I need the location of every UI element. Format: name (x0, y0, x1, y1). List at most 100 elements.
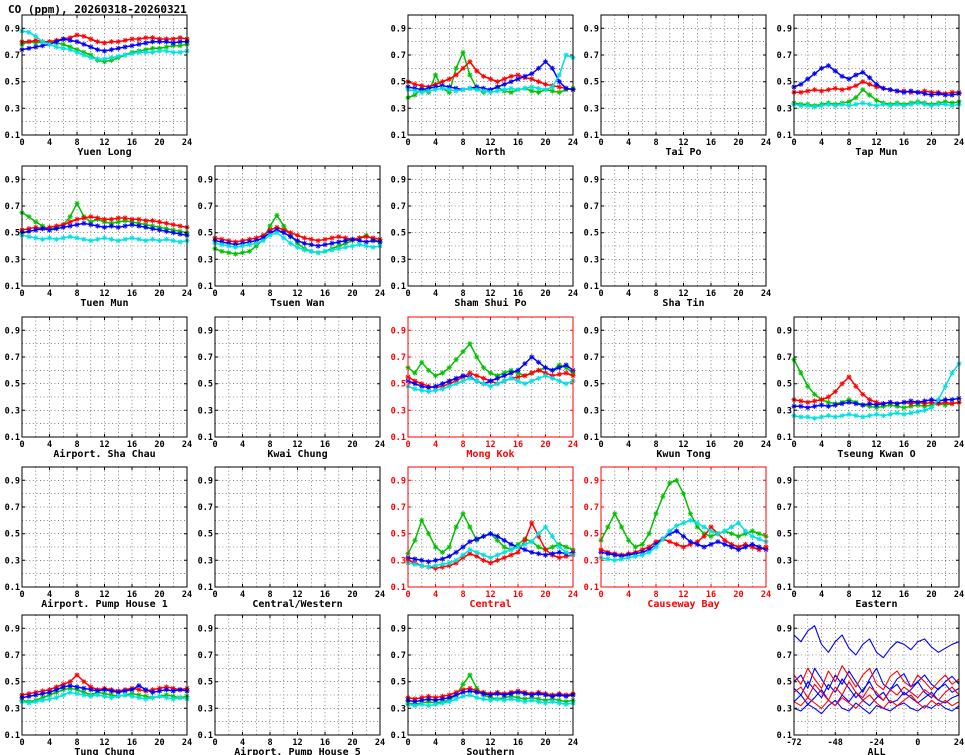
svg-text:12: 12 (485, 138, 495, 148)
svg-text:8: 8 (846, 590, 851, 600)
svg-text:0.7: 0.7 (391, 51, 406, 61)
svg-text:8: 8 (653, 440, 658, 450)
svg-text:0.5: 0.5 (777, 530, 792, 540)
svg-text:0: 0 (212, 590, 217, 600)
svg-text:4: 4 (47, 738, 52, 748)
axis-ticks (214, 317, 381, 438)
svg-text:8: 8 (74, 440, 79, 450)
svg-text:0.5: 0.5 (391, 380, 406, 390)
series-line-red (793, 681, 960, 701)
axis-ticks (407, 166, 574, 287)
svg-text:0.1: 0.1 (584, 433, 599, 443)
grid-lines (408, 317, 573, 437)
svg-text:0.7: 0.7 (777, 51, 792, 61)
axis-ticks (407, 317, 574, 438)
chart-all: 0.1 0.3 0.5 0.7 0.9 -72 -48 -24 0 24 ALL (777, 614, 964, 755)
svg-text:20: 20 (733, 289, 743, 299)
axis-tick-labels: 0.1 0.3 0.5 0.7 0.9 0 4 8 12 16 20 24 (391, 24, 578, 148)
axis-tick-labels: 0.1 0.3 0.5 0.7 0.9 0 4 8 12 16 20 24 (198, 476, 385, 600)
svg-text:0: 0 (405, 590, 410, 600)
svg-text:20: 20 (347, 590, 357, 600)
svg-text:16: 16 (706, 590, 716, 600)
grid-lines (22, 15, 187, 135)
svg-text:0.9: 0.9 (777, 24, 792, 34)
svg-text:0.7: 0.7 (777, 353, 792, 363)
svg-text:0.5: 0.5 (584, 380, 599, 390)
svg-text:0.3: 0.3 (391, 704, 406, 714)
chart-tap-mun: 0.1 0.3 0.5 0.7 0.9 0 4 8 12 16 20 24 Tap Mun (777, 14, 964, 158)
chart-title: Kwai Chung (267, 448, 327, 460)
svg-text:24: 24 (568, 738, 578, 748)
axis-ticks (793, 15, 960, 136)
svg-text:8: 8 (653, 590, 658, 600)
svg-text:8: 8 (460, 738, 465, 748)
chart-title: Tap Mun (855, 147, 897, 158)
svg-text:24: 24 (568, 138, 578, 148)
svg-text:4: 4 (433, 289, 438, 299)
chart-tai-po: 0.1 0.3 0.5 0.7 0.9 0 4 8 12 16 20 24 Tai Po (584, 14, 771, 158)
svg-text:0.1: 0.1 (391, 433, 406, 443)
svg-text:16: 16 (127, 440, 137, 450)
svg-text:16: 16 (899, 440, 909, 450)
svg-text:0.3: 0.3 (391, 556, 406, 566)
axis-ticks (21, 15, 188, 136)
svg-text:8: 8 (267, 440, 272, 450)
chart-title: Eastern (855, 599, 897, 610)
svg-text:0: 0 (405, 738, 410, 748)
svg-text:0.5: 0.5 (5, 380, 20, 390)
svg-text:0.5: 0.5 (198, 229, 213, 239)
svg-text:0: 0 (212, 738, 217, 748)
svg-text:24: 24 (761, 289, 771, 299)
chart-title: North (475, 147, 505, 158)
grid-lines (408, 467, 573, 587)
chart-airport-pump-house-1: 0.1 0.3 0.5 0.7 0.9 0 4 8 12 16 20 24 Airport. Pump … (5, 466, 192, 610)
grid-lines (215, 467, 380, 587)
svg-text:20: 20 (540, 138, 550, 148)
axis-tick-labels: 0.1 0.3 0.5 0.7 0.9 0 4 8 12 16 20 24 (5, 24, 192, 148)
svg-text:0.5: 0.5 (5, 530, 20, 540)
svg-text:24: 24 (182, 138, 192, 148)
svg-text:0: 0 (19, 289, 24, 299)
svg-text:16: 16 (513, 440, 523, 450)
svg-text:20: 20 (154, 590, 164, 600)
axis-ticks (407, 467, 574, 588)
axis-tick-labels: 0.1 0.3 0.5 0.7 0.9 0 4 8 12 16 20 24 (584, 24, 771, 148)
svg-text:0.9: 0.9 (5, 476, 20, 486)
axis-tick-labels: 0.1 0.3 0.5 0.7 0.9 0 4 8 12 16 20 24 (777, 326, 964, 450)
svg-text:4: 4 (626, 590, 631, 600)
svg-text:4: 4 (819, 138, 824, 148)
svg-text:4: 4 (240, 738, 245, 748)
svg-text:12: 12 (485, 590, 495, 600)
series-line-blue (793, 667, 960, 693)
svg-text:0.5: 0.5 (777, 78, 792, 88)
chart-title: Sha Tin (662, 297, 704, 309)
chart-title: Tsuen Wan (270, 298, 324, 309)
svg-text:24: 24 (954, 590, 964, 600)
grid-lines (215, 166, 380, 286)
svg-text:0.3: 0.3 (198, 556, 213, 566)
svg-text:0.5: 0.5 (391, 78, 406, 88)
svg-text:4: 4 (819, 590, 824, 600)
axis-ticks (21, 467, 188, 588)
svg-text:16: 16 (320, 590, 330, 600)
svg-text:24: 24 (568, 289, 578, 299)
svg-text:8: 8 (653, 289, 658, 299)
svg-text:0.3: 0.3 (5, 704, 20, 714)
svg-text:12: 12 (678, 440, 688, 450)
svg-text:0: 0 (19, 590, 24, 600)
grid-lines (408, 166, 573, 286)
series-line-red (793, 665, 960, 691)
svg-text:12: 12 (678, 590, 688, 600)
svg-text:0.1: 0.1 (584, 131, 599, 141)
svg-text:12: 12 (485, 289, 495, 299)
svg-text:0.3: 0.3 (5, 556, 20, 566)
chart-central-western: 0.1 0.3 0.5 0.7 0.9 0 4 8 12 16 20 24 Central/Wester… (198, 466, 385, 610)
svg-text:0: 0 (915, 738, 920, 748)
grid-lines (794, 467, 959, 587)
grid-lines (215, 615, 380, 735)
svg-text:24: 24 (761, 138, 771, 148)
axis-tick-labels: 0.1 0.3 0.5 0.7 0.9 0 4 8 12 16 20 24 (5, 624, 192, 748)
grid-lines (794, 615, 959, 735)
axis-tick-labels: 0.1 0.3 0.5 0.7 0.9 0 4 8 12 16 20 24 (391, 624, 578, 748)
svg-text:0.7: 0.7 (777, 651, 792, 661)
